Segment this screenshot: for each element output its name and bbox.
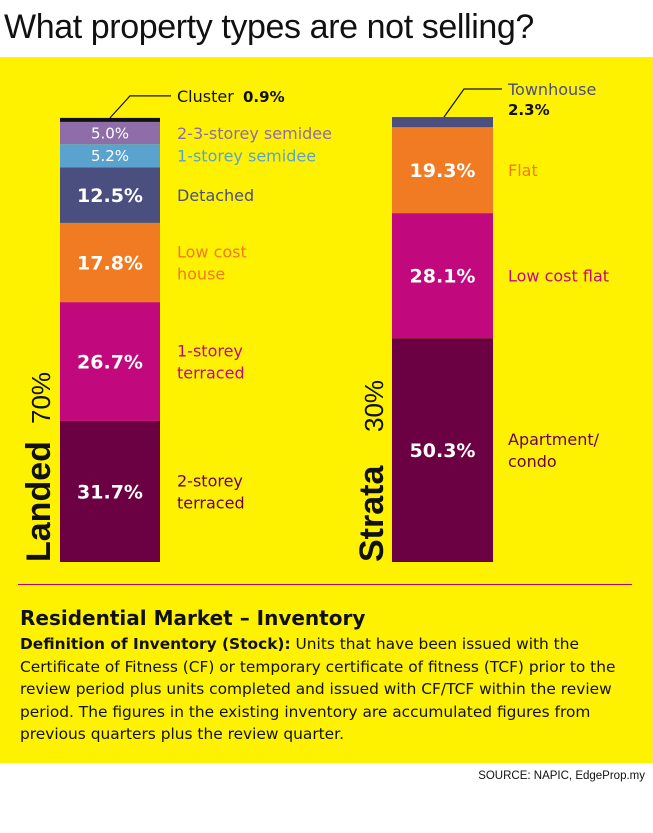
callout-line bbox=[443, 88, 502, 118]
definition-text: Units that have been issued with the Cer… bbox=[20, 635, 616, 743]
group-name: Landed bbox=[20, 441, 58, 562]
category-label: 1-storey bbox=[177, 342, 243, 361]
data-label: 2.3% bbox=[508, 101, 550, 119]
category-label: Detached bbox=[177, 186, 254, 205]
bar-segment bbox=[60, 117, 160, 122]
data-label: 50.3% bbox=[410, 440, 476, 462]
group-share: 30% bbox=[359, 380, 389, 432]
data-label: 12.5% bbox=[77, 185, 143, 207]
category-label: Cluster bbox=[177, 87, 234, 106]
category-label: Low cost flat bbox=[508, 267, 609, 286]
page-title: What property types are not selling? bbox=[4, 8, 534, 46]
group-title: Strata 30% bbox=[353, 380, 391, 562]
bar-segment bbox=[392, 338, 493, 562]
category-label: 2-3-storey semidee bbox=[177, 124, 332, 143]
bar-segment bbox=[60, 420, 160, 562]
bar-segment bbox=[60, 144, 160, 168]
data-label: 26.7% bbox=[77, 351, 143, 373]
bar-segment bbox=[392, 213, 493, 339]
category-label: Apartment/ bbox=[508, 430, 600, 449]
divider bbox=[18, 584, 632, 585]
data-label: 0.9% bbox=[243, 88, 285, 106]
data-label: 17.8% bbox=[77, 252, 143, 274]
category-label: Townhouse bbox=[507, 80, 596, 99]
category-label: 1-storey semidee bbox=[177, 147, 316, 166]
data-label: 5.2% bbox=[91, 147, 129, 165]
data-label: 28.1% bbox=[410, 265, 476, 287]
data-label: 19.3% bbox=[410, 160, 476, 182]
source-note: SOURCE: NAPIC, EdgeProp.my bbox=[478, 770, 645, 782]
bar-segment bbox=[60, 302, 160, 421]
bar-segment bbox=[392, 117, 493, 128]
definition-term: Definition of Inventory (Stock): bbox=[20, 635, 291, 653]
group-name: Strata bbox=[353, 465, 391, 562]
data-label: 5.0% bbox=[91, 124, 129, 142]
category-label: house bbox=[177, 265, 225, 284]
category-label: terraced bbox=[177, 493, 245, 512]
category-label: Flat bbox=[508, 161, 538, 180]
group-title: Landed 70% bbox=[20, 372, 58, 562]
category-label: Low cost bbox=[177, 243, 247, 262]
footer-title: Residential Market – Inventory bbox=[20, 606, 366, 630]
stacked-bar-chart: 31.7% 2-storey terraced 26.7% 1-storey terrac… bbox=[20, 80, 609, 562]
group-share: 70% bbox=[26, 372, 56, 424]
category-label: 2-storey bbox=[177, 471, 243, 490]
bar-segment bbox=[60, 222, 160, 303]
category-label: condo bbox=[508, 452, 557, 471]
inventory-definition: Definition of Inventory (Stock): Units t… bbox=[20, 633, 640, 746]
data-label: 31.7% bbox=[77, 481, 143, 503]
category-label: terraced bbox=[177, 364, 245, 383]
bar-segment bbox=[60, 121, 160, 145]
chart-panel: 31.7% 2-storey terraced 26.7% 1-storey terrac… bbox=[0, 57, 653, 763]
bar-segment bbox=[60, 167, 160, 223]
callout-line bbox=[109, 95, 171, 119]
bar-segment bbox=[392, 127, 493, 214]
